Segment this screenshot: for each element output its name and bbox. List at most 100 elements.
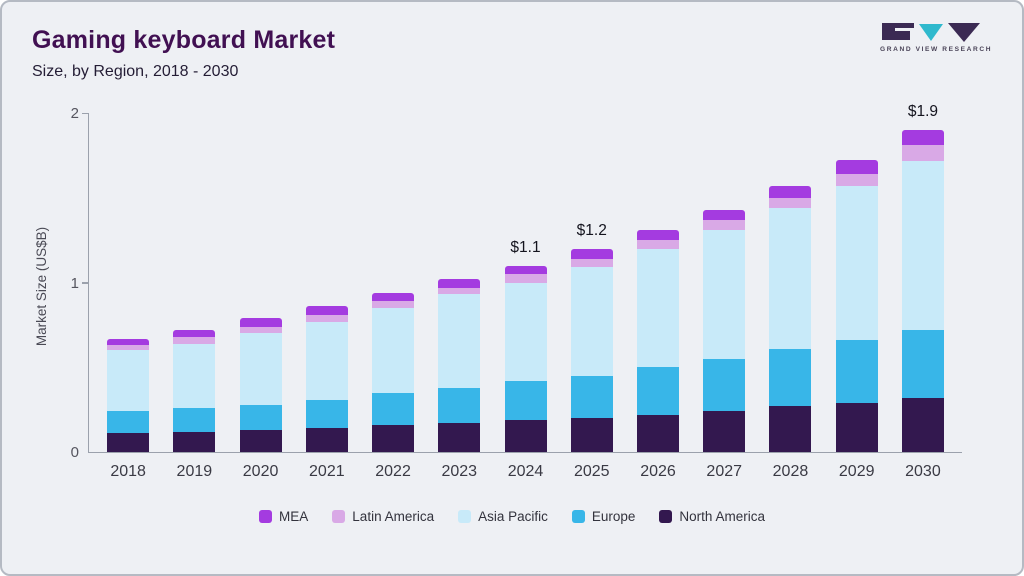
segment-latin-america xyxy=(438,287,481,295)
x-tick-label: 2018 xyxy=(110,463,146,480)
legend-swatch xyxy=(332,510,346,523)
segment-north-america xyxy=(372,424,415,452)
legend-item-europe: Europe xyxy=(571,509,636,524)
segment-north-america xyxy=(504,419,547,452)
legend-label: Europe xyxy=(591,509,636,524)
segment-europe xyxy=(372,392,415,425)
segment-mea xyxy=(769,185,812,198)
x-tick-label: 2028 xyxy=(772,463,809,480)
segment-latin-america xyxy=(305,314,348,322)
stacked-bar xyxy=(901,129,944,452)
stacked-bar xyxy=(769,185,812,452)
segment-europe xyxy=(173,408,216,432)
segment-north-america xyxy=(901,397,944,452)
y-tick-label: 0 xyxy=(70,444,79,461)
header: Gaming keyboard Market Size, by Region, … xyxy=(2,2,1022,81)
bar-column: $1.9 2030 xyxy=(890,103,956,480)
segment-north-america xyxy=(438,423,481,452)
chart-area: Market Size (US$B) 0 1 2 2018 2019 2020 2021 20… xyxy=(28,93,978,499)
segment-asia-pacific xyxy=(107,350,150,412)
legend-swatch xyxy=(659,510,673,523)
y-tick-label: 2 xyxy=(70,105,79,122)
segment-mea xyxy=(570,248,613,259)
bar-column: $1.1 2024 xyxy=(492,113,558,480)
y-tick-label: 1 xyxy=(70,274,79,292)
legend-swatch xyxy=(458,510,472,523)
stacked-bar xyxy=(305,306,348,452)
legend: MEA Latin America Asia Pacific Europe North … xyxy=(2,509,1022,524)
stacked-bar xyxy=(835,160,878,452)
segment-europe xyxy=(703,358,746,412)
segment-mea xyxy=(372,292,415,302)
value-label: $1.9 xyxy=(907,102,938,120)
segment-europe xyxy=(901,330,944,398)
x-tick-label: 2019 xyxy=(176,463,213,480)
segment-asia-pacific xyxy=(769,207,812,349)
legend-swatch xyxy=(259,510,273,523)
legend-swatch xyxy=(571,510,585,523)
stacked-bar xyxy=(173,330,216,452)
segment-north-america xyxy=(570,418,613,452)
segment-north-america xyxy=(835,402,878,452)
segment-mea xyxy=(438,279,481,288)
stacked-bar xyxy=(570,248,613,452)
stacked-bar xyxy=(107,338,150,452)
segment-north-america xyxy=(239,430,282,452)
segment-asia-pacific xyxy=(835,185,878,341)
segment-north-america xyxy=(173,431,216,452)
x-tick-label: 2024 xyxy=(507,463,544,480)
segment-latin-america xyxy=(372,301,415,308)
stacked-bar xyxy=(372,292,415,452)
segment-europe xyxy=(636,367,679,415)
stacked-bar xyxy=(703,209,746,452)
segment-asia-pacific xyxy=(305,321,348,400)
legend-item-latin-america: Latin America xyxy=(332,509,434,524)
segment-europe xyxy=(107,411,150,434)
bar-column: 2020 xyxy=(227,113,293,480)
segment-asia-pacific xyxy=(636,248,679,368)
stacked-bar xyxy=(438,279,481,452)
bar-column: 2023 xyxy=(426,113,492,480)
segment-europe xyxy=(239,404,282,430)
segment-north-america xyxy=(703,411,746,452)
segment-asia-pacific xyxy=(372,307,415,393)
segment-mea xyxy=(239,318,282,327)
chart-subtitle: Size, by Region, 2018 - 2030 xyxy=(32,63,239,80)
bar-column: 2027 xyxy=(691,113,757,480)
segment-mea xyxy=(305,306,348,315)
x-tick-label: 2029 xyxy=(838,463,875,480)
value-label: $1.1 xyxy=(510,238,541,256)
x-tick-label: 2025 xyxy=(573,463,610,480)
segment-latin-america xyxy=(703,219,746,231)
segment-europe xyxy=(769,348,812,407)
x-tick-label: 2027 xyxy=(706,463,743,480)
bar-column: 2026 xyxy=(625,113,691,480)
legend-item-asia-pacific: Asia Pacific xyxy=(458,509,548,524)
segment-latin-america xyxy=(570,258,613,268)
segment-mea xyxy=(504,265,547,275)
segment-europe xyxy=(305,399,348,429)
x-tick-label: 2022 xyxy=(375,463,411,480)
y-tick-mark xyxy=(82,282,89,284)
segment-europe xyxy=(570,375,613,419)
bar-column: 2022 xyxy=(360,113,426,480)
segment-asia-pacific xyxy=(570,267,613,376)
legend-item-mea: MEA xyxy=(259,509,308,524)
segment-latin-america xyxy=(504,274,547,283)
y-tick-mark xyxy=(82,112,89,114)
segment-latin-america xyxy=(239,326,282,334)
legend-label: North America xyxy=(679,509,765,524)
segment-north-america xyxy=(636,414,679,452)
segment-latin-america xyxy=(173,336,216,344)
x-tick-label: 2021 xyxy=(309,463,345,480)
bar-column: 2018 xyxy=(95,113,161,480)
x-tick-label: 2030 xyxy=(905,463,941,480)
y-axis-label: Market Size (US$B) xyxy=(34,226,49,347)
segment-europe xyxy=(504,380,547,420)
legend-label: Latin America xyxy=(352,509,435,524)
segment-asia-pacific xyxy=(504,282,547,381)
chart-title: Gaming keyboard Market xyxy=(32,26,336,54)
logo-mark-icon xyxy=(882,23,980,42)
legend-item-north-america: North America xyxy=(659,509,765,524)
